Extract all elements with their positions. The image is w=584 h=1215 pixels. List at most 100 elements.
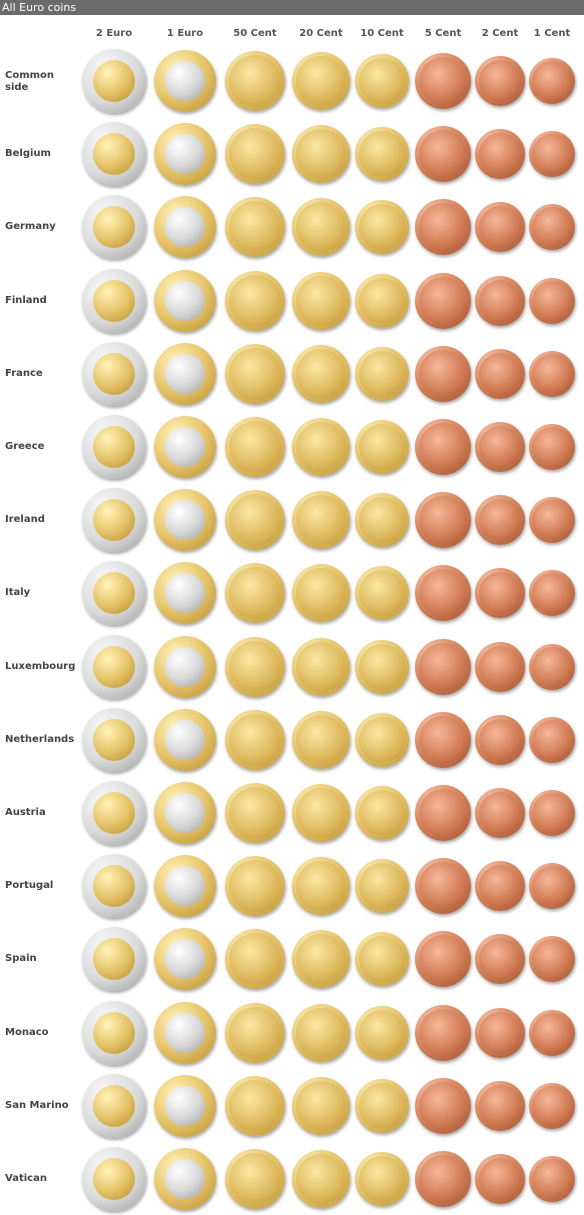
coin-face [296, 202, 346, 253]
coin-image [415, 858, 471, 915]
coin-image [154, 50, 216, 112]
coin-image [529, 350, 575, 397]
coin-image [225, 343, 285, 404]
country-label: Portugal [5, 880, 54, 892]
coin-face [229, 933, 281, 986]
country-label: Spain [5, 953, 37, 965]
coin-image [82, 415, 146, 479]
coin-face [93, 645, 135, 688]
coin-image [475, 714, 525, 765]
country-label: France [5, 367, 43, 379]
coin-face [532, 280, 572, 321]
coin-image [475, 1154, 525, 1204]
coin-face [229, 860, 281, 913]
country-label: Belgium [5, 148, 51, 160]
denomination-header: 1 Cent [533, 28, 571, 39]
coin-face [93, 1158, 135, 1200]
coin-face [532, 500, 572, 541]
coin-face [229, 713, 281, 766]
coin-image [355, 54, 409, 108]
coin-image [154, 635, 216, 698]
coin-face [93, 206, 135, 249]
coin-face [296, 275, 346, 326]
coin-image [82, 195, 146, 260]
coin-image [292, 418, 350, 476]
coin-face [359, 790, 405, 836]
coin-image [154, 416, 216, 478]
coin-face [165, 573, 205, 614]
country-label: Finland [5, 294, 47, 306]
coin-image [355, 420, 409, 474]
coin-face [359, 716, 405, 763]
coin-image [225, 929, 285, 990]
coin-image [154, 1001, 216, 1064]
coin-image [154, 1074, 216, 1137]
denomination-header: 2 Euro [95, 28, 133, 39]
coin-image [529, 58, 575, 104]
coin-face [296, 568, 346, 619]
coin-face [359, 863, 405, 910]
coin-image [355, 127, 409, 182]
coin-image [225, 1149, 285, 1209]
coin-face [479, 133, 521, 176]
coin-face [165, 207, 205, 248]
coin-face [165, 1085, 205, 1126]
coin-image [292, 930, 350, 989]
coin-face [419, 935, 467, 984]
coin-image [529, 424, 575, 470]
coin-image [415, 931, 471, 988]
coin-face [93, 792, 135, 834]
coin-image [529, 1009, 575, 1056]
coin-face [165, 427, 205, 467]
coin-face [419, 203, 467, 252]
coin-face [93, 499, 135, 542]
coin-image [292, 125, 350, 184]
coin-face [532, 719, 572, 760]
coin-face [359, 204, 405, 251]
coin-image [355, 1005, 409, 1060]
coin-face [532, 573, 572, 614]
coin-image [529, 863, 575, 910]
coin-face [229, 347, 281, 400]
coin-image [225, 783, 285, 843]
coin-image [292, 857, 350, 916]
coin-image [355, 859, 409, 914]
coin-image [355, 1078, 409, 1133]
coin-image [475, 1007, 525, 1058]
coin-image [475, 348, 525, 399]
coin-image [529, 570, 575, 617]
coin-image [475, 788, 525, 838]
coin-face [532, 939, 572, 980]
coin-image [82, 707, 146, 772]
coin-face [359, 131, 405, 178]
coin-face [165, 500, 205, 541]
coin-image [415, 419, 471, 475]
coin-face [229, 201, 281, 254]
coin-face [359, 497, 405, 544]
coin-image [475, 934, 525, 985]
coin-image [355, 1152, 409, 1206]
coin-image [415, 345, 471, 402]
coin-face [419, 1008, 467, 1057]
coin-image [225, 1002, 285, 1063]
coin-face [165, 719, 205, 760]
coin-face [296, 861, 346, 912]
coin-face [479, 1158, 521, 1200]
coin-image [154, 855, 216, 918]
country-label: Monaco [5, 1026, 49, 1038]
coin-image [529, 716, 575, 763]
coin-image [475, 202, 525, 253]
coin-face [229, 1006, 281, 1059]
coin-image [529, 643, 575, 690]
coin-image [292, 1150, 350, 1208]
coin-face [296, 788, 346, 838]
coin-face [229, 1153, 281, 1205]
coin-image [82, 488, 146, 553]
coin-face [479, 865, 521, 908]
coin-face [296, 348, 346, 399]
coin-face [296, 56, 346, 106]
coin-face [296, 934, 346, 985]
coin-image [82, 1000, 146, 1065]
coin-image [415, 1004, 471, 1061]
coin-face [532, 61, 572, 101]
